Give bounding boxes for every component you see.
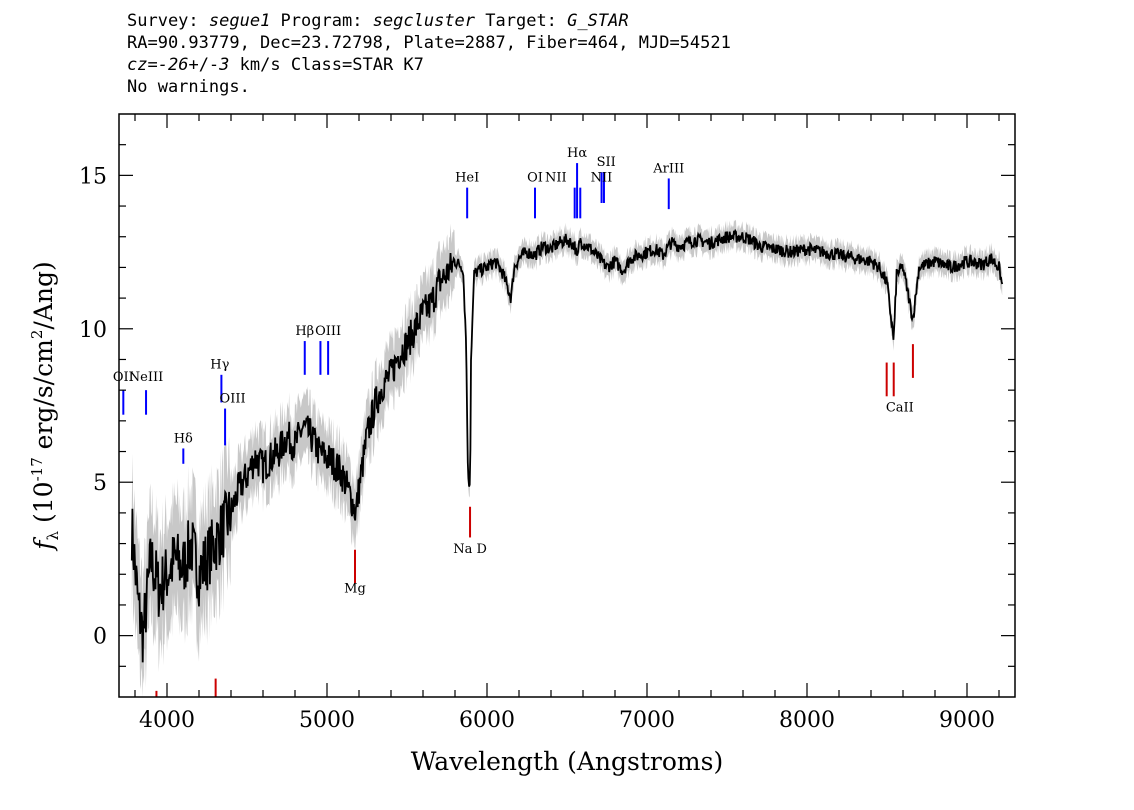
- ylabel-exponent: -17: [28, 457, 46, 481]
- y-tick-label: 0: [93, 625, 107, 650]
- cz-equals: =: [147, 55, 158, 75]
- line-label: OI: [527, 171, 543, 186]
- ylabel-open: (10: [29, 481, 58, 531]
- line-label: ArIII: [652, 161, 684, 176]
- header-line-redshift: cz=-26+/-3 km/s Class=STAR K7: [127, 54, 731, 76]
- x-tick-label: 5000: [299, 708, 355, 733]
- target-label: Target:: [475, 11, 568, 31]
- line-label: HeI: [455, 171, 479, 186]
- cz-error: 3: [219, 55, 230, 75]
- line-label: OIII: [315, 324, 341, 339]
- ylabel-exponent-2: 2: [28, 330, 46, 340]
- x-tick-label: 8000: [779, 708, 835, 733]
- header-line-warnings: No warnings.: [127, 77, 250, 97]
- ylabel-units: erg/s/cm: [29, 339, 58, 457]
- flux-series: [130, 228, 1004, 663]
- spectrum-header: Survey: segue1 Program: segcluster Targe…: [127, 10, 731, 98]
- line-label: Na D: [453, 542, 487, 557]
- ylabel-f: f: [29, 537, 58, 552]
- line-label: Hα: [567, 146, 587, 161]
- line-label: NII: [545, 171, 567, 186]
- x-tick-label: 4000: [139, 708, 195, 733]
- survey-value: segue1: [208, 11, 271, 31]
- y-tick-label: 15: [79, 164, 107, 189]
- cz-class: km/s Class=STAR K7: [229, 55, 424, 75]
- line-label: NII: [591, 171, 613, 186]
- ylabel-lambda: λ: [44, 530, 62, 540]
- line-label: Hδ: [174, 431, 193, 446]
- line-label: OIII: [220, 391, 246, 406]
- cz-value: -26: [157, 55, 189, 75]
- line-label: OII: [113, 370, 134, 385]
- line-label: Mg: [344, 582, 366, 597]
- y-tick-label: 10: [79, 318, 107, 343]
- y-axis-label: fλ (10-17 erg/s/cm2/Ang): [28, 261, 62, 551]
- x-tick-label: 7000: [619, 708, 675, 733]
- cz-plusminus: +/-: [188, 55, 220, 75]
- flux-line: [130, 228, 1004, 663]
- spectral-line-markers: [122, 163, 914, 697]
- cz-label: cz: [127, 55, 148, 75]
- program-label: Program:: [270, 11, 373, 31]
- target-value: G_STAR: [567, 11, 629, 31]
- x-axis-label: Wavelength (Angstroms): [411, 747, 723, 776]
- line-label: Hγ: [210, 358, 229, 373]
- line-label: NeIII: [129, 370, 163, 385]
- line-label: Hβ: [295, 324, 314, 339]
- ylabel-end: /Ang): [29, 261, 58, 329]
- x-tick-label: 9000: [939, 708, 995, 733]
- program-value: segcluster: [372, 11, 476, 31]
- survey-label: Survey:: [127, 11, 209, 31]
- line-label: CaII: [886, 401, 914, 416]
- line-label: SII: [597, 155, 616, 170]
- header-line-survey: Survey: segue1 Program: segcluster Targe…: [127, 10, 731, 32]
- x-tick-label: 6000: [459, 708, 515, 733]
- axis-ticks: 4000 5000 6000 7000 8000 9000 0 5 10 15: [79, 114, 1015, 733]
- y-tick-label: 5: [93, 471, 107, 496]
- plot-frame: [118, 113, 1016, 698]
- header-line-coordinates: RA=90.93779, Dec=23.72798, Plate=2887, F…: [127, 33, 731, 53]
